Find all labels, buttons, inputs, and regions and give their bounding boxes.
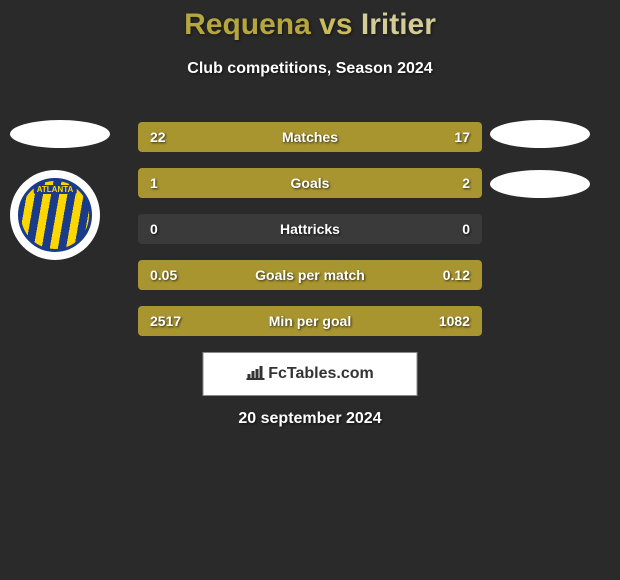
club-badge-stripes: ATLANTA (18, 178, 92, 252)
comparison-title: Requena vs Iritier (0, 0, 620, 42)
player2-placeholder-icon (490, 120, 590, 148)
stat-row: 1 Goals 2 (138, 168, 482, 198)
player2-name: Iritier (361, 8, 436, 41)
stat-left-value: 0 (150, 221, 158, 237)
stat-left-value: 0.05 (150, 267, 177, 283)
stats-container: 22 Matches 17 1 Goals 2 0 Hattricks 0 0.05 Goals p… (138, 122, 482, 352)
vs-separator: vs (319, 8, 352, 41)
player1-name: Requena (184, 8, 311, 41)
competition-subtitle: Club competitions, Season 2024 (0, 60, 620, 78)
stat-left-value: 2517 (150, 313, 181, 329)
brand-label: FcTables.com (268, 365, 374, 383)
stat-right-value: 0 (462, 221, 470, 237)
footer-date: 20 september 2024 (0, 410, 620, 428)
stat-label: Goals per match (255, 267, 365, 283)
stat-overlay: 0.05 Goals per match 0.12 (138, 260, 482, 290)
stat-row: 0 Hattricks 0 (138, 214, 482, 244)
left-player-column: ATLANTA (10, 120, 120, 260)
stat-overlay: 2517 Min per goal 1082 (138, 306, 482, 336)
stat-row: 0.05 Goals per match 0.12 (138, 260, 482, 290)
stat-right-value: 0.12 (443, 267, 470, 283)
stat-overlay: 22 Matches 17 (138, 122, 482, 152)
brand-attribution[interactable]: FcTables.com (203, 352, 418, 396)
stat-right-value: 1082 (439, 313, 470, 329)
club-badge-label: ATLANTA (34, 185, 77, 194)
stat-left-value: 22 (150, 129, 166, 145)
stat-row: 2517 Min per goal 1082 (138, 306, 482, 336)
stat-label: Goals (291, 175, 330, 191)
player1-club-badge: ATLANTA (10, 170, 100, 260)
player2-club-placeholder-icon (490, 170, 590, 198)
stat-label: Hattricks (280, 221, 340, 237)
stat-right-value: 2 (462, 175, 470, 191)
stat-label: Matches (282, 129, 338, 145)
stat-right-value: 17 (454, 129, 470, 145)
stat-left-value: 1 (150, 175, 158, 191)
stat-overlay: 1 Goals 2 (138, 168, 482, 198)
player1-placeholder-icon (10, 120, 110, 148)
stat-row: 22 Matches 17 (138, 122, 482, 152)
right-player-column (490, 120, 600, 220)
stat-label: Min per goal (269, 313, 351, 329)
stat-overlay: 0 Hattricks 0 (138, 214, 482, 244)
chart-icon (246, 366, 264, 383)
